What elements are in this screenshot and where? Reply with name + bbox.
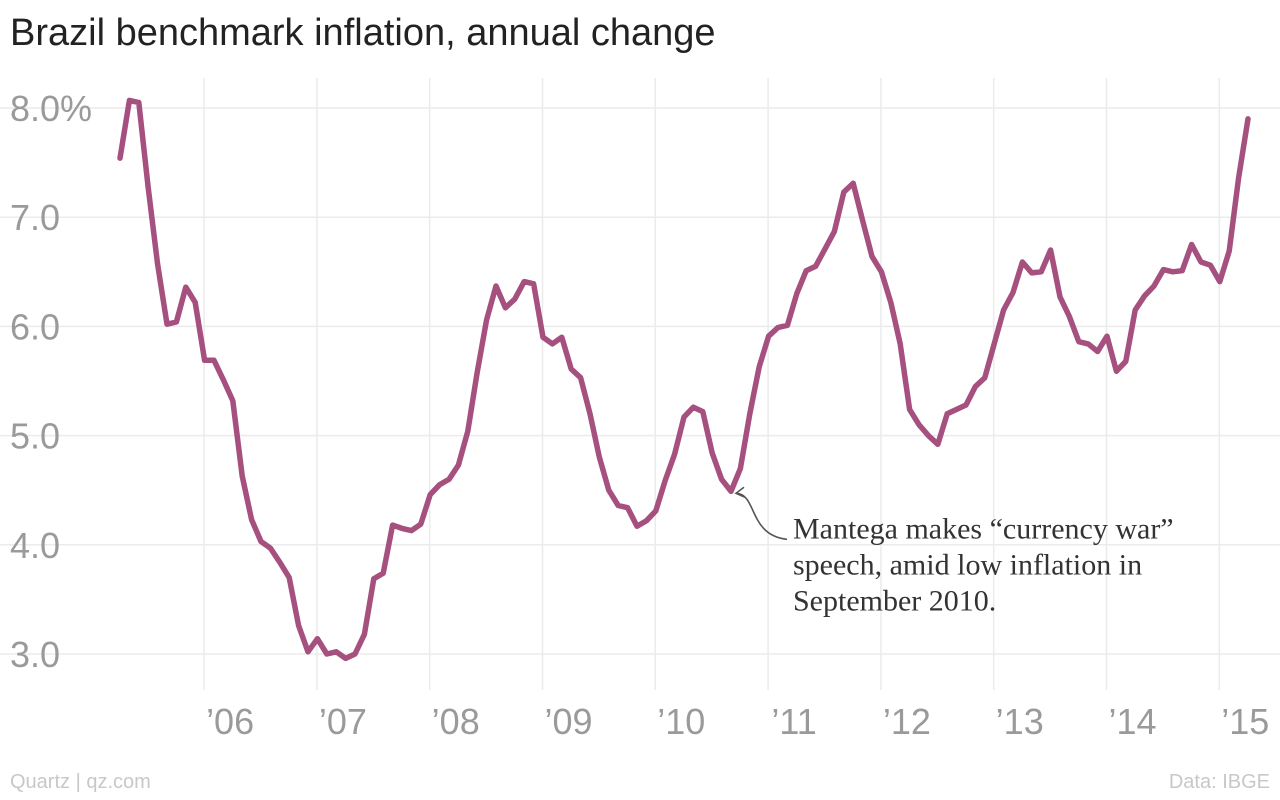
annotation-arrowhead bbox=[734, 486, 746, 499]
data-source: Data: IBGE bbox=[1168, 771, 1270, 793]
x-tick-label: ’12 bbox=[883, 701, 931, 742]
y-tick-label: 5.0 bbox=[10, 416, 60, 457]
inflation-series-line bbox=[117, 97, 1251, 662]
annotation-text-line: Mantega makes “currency war” bbox=[793, 512, 1174, 545]
y-tick-label: 6.0 bbox=[10, 306, 60, 347]
x-tick-label: ’06 bbox=[206, 701, 254, 742]
y-tick-label: 7.0 bbox=[10, 197, 60, 238]
x-tick-label: ’14 bbox=[1108, 701, 1156, 742]
annotation-arrow bbox=[736, 492, 788, 541]
series-layer bbox=[117, 97, 1251, 662]
gridlines bbox=[0, 78, 1280, 690]
y-tick-label: 8.0% bbox=[10, 88, 92, 129]
source-credit: Quartz | qz.com bbox=[10, 771, 151, 793]
x-tick-label: ’10 bbox=[657, 701, 705, 742]
x-tick-label: ’15 bbox=[1221, 701, 1269, 742]
annotation: Mantega makes “currency war”speech, amid… bbox=[734, 486, 1174, 617]
x-tick-label: ’13 bbox=[996, 701, 1044, 742]
chart-title: Brazil benchmark inflation, annual chang… bbox=[10, 12, 716, 54]
x-tick-label: ’07 bbox=[319, 701, 367, 742]
x-tick-label: ’08 bbox=[432, 701, 480, 742]
annotation-text-line: speech, amid low inflation in bbox=[793, 548, 1142, 581]
x-tick-label: ’09 bbox=[544, 701, 592, 742]
y-tick-label: 3.0 bbox=[10, 634, 60, 675]
axis-labels: 3.0 4.0 5.0 6.0 7.0 8.0% ’06 ’07 ’08 ’09 ’10 ’11 ’12… bbox=[10, 88, 1269, 742]
annotation-text-line: September 2010. bbox=[793, 584, 996, 617]
y-tick-label: 4.0 bbox=[10, 525, 60, 566]
x-tick-label: ’11 bbox=[771, 701, 816, 742]
